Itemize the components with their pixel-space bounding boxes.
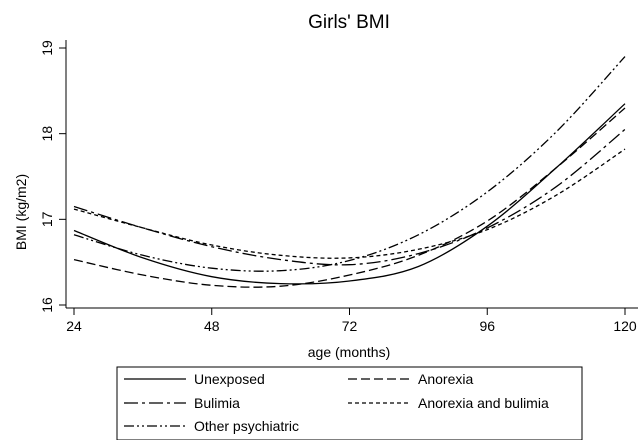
- series-line-anorexia-and-bulimia: [73, 148, 626, 259]
- series-line-unexposed: [73, 103, 626, 285]
- x-tick-label-24: 24: [66, 318, 82, 334]
- plot-area: 16 17 18 19 24 48 72 96 120: [39, 40, 638, 334]
- y-axis-label: BMI (kg/m2): [13, 174, 29, 250]
- x-ticks: 24 48 72 96 120: [66, 308, 637, 334]
- x-tick-label-96: 96: [479, 318, 495, 334]
- x-tick-label-120: 120: [613, 318, 637, 334]
- y-tick-label-18: 18: [39, 126, 55, 142]
- series-lines: [73, 56, 626, 288]
- series-line-anorexia: [73, 107, 626, 288]
- x-axis-label: age (months): [308, 344, 390, 360]
- legend-label-anorexia: Anorexia: [418, 371, 473, 387]
- y-ticks: 16 17 18 19: [39, 40, 66, 313]
- series-line-bulimia: [73, 128, 626, 266]
- x-tick-label-48: 48: [204, 318, 220, 334]
- legend-label-other-psychiatric: Other psychiatric: [194, 418, 299, 434]
- legend: Unexposed Anorexia Bulimia Anorexia and bul…: [116, 366, 583, 440]
- y-tick-label-19: 19: [39, 40, 55, 56]
- y-tick-label-17: 17: [39, 211, 55, 227]
- x-tick-label-72: 72: [342, 318, 358, 334]
- y-tick-label-16: 16: [39, 297, 55, 313]
- series-line-other-psychiatric: [73, 56, 626, 272]
- legend-label-unexposed: Unexposed: [194, 371, 265, 387]
- legend-label-anorexia-and-bulimia: Anorexia and bulimia: [418, 395, 549, 411]
- legend-label-bulimia: Bulimia: [194, 395, 240, 411]
- chart-title: Girls' BMI: [308, 12, 390, 33]
